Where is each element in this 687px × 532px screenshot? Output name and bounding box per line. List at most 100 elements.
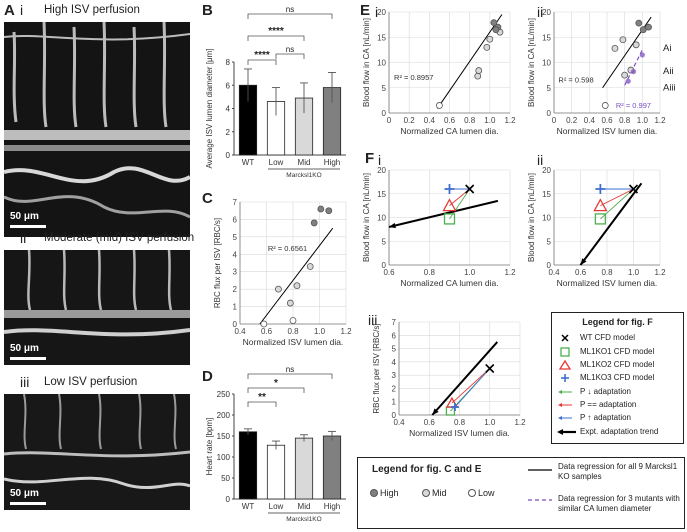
legend-f-item-2: ML1KO2 CFD model	[580, 360, 655, 369]
x-axis-label: Normalized ISV lumen dia.	[243, 337, 344, 347]
x-tick-label: 1.2	[514, 418, 526, 427]
legend-ce-reg-all: Data regression for all 9 Marcksl1 KO sa…	[558, 462, 678, 481]
y-tick-label: 15	[377, 33, 386, 42]
legend-f-item-6: P ↑ adaptation	[580, 413, 632, 422]
y-tick-label: 15	[377, 190, 386, 199]
y-tick-label: 7	[233, 198, 238, 207]
x-tick-label: 1.0	[637, 116, 649, 125]
micrograph-mid	[4, 250, 190, 365]
y-tick-label: 6	[392, 331, 397, 340]
y-tick-label: 20	[377, 166, 386, 175]
panel-f-ii-label: ii	[537, 152, 544, 168]
mutant-label: Aii	[663, 66, 674, 77]
x-tick-label: 0.4	[548, 268, 560, 277]
legend-ce-low: Low	[478, 488, 495, 498]
significance-label: *	[274, 378, 278, 389]
legend-f-title: Legend for fig. F	[582, 317, 653, 327]
marker-ml1ko2	[593, 198, 608, 212]
panel-a-i-label: i	[20, 2, 24, 18]
y-tick-label: 0	[547, 261, 552, 270]
x-tick-label: 0.6	[444, 116, 456, 125]
data-point-mid	[611, 44, 619, 52]
marker-ml1ko2	[442, 198, 457, 212]
significance-label: ns	[286, 5, 294, 14]
panel-d-label: D	[202, 368, 213, 385]
significance-bracket	[275, 53, 305, 59]
x-tick-label: Low	[269, 158, 284, 167]
legend-low-marker	[468, 489, 476, 497]
legend-ko1-icon	[560, 347, 570, 357]
y-tick-label: 10	[542, 214, 551, 223]
regression-line	[436, 14, 503, 109]
data-point-mid	[483, 43, 491, 51]
data-point-high	[490, 19, 498, 27]
x-tick-label: 0.4	[584, 116, 596, 125]
x-tick-label: 0	[552, 116, 557, 125]
chart-b-isv-diameter: 0 2 4 6 8 Average ISV lumen diameter [μm] WT Lo…	[205, 5, 346, 179]
x-tick-label: 1.2	[340, 327, 352, 336]
chart-d-heart-rate: 0 50 100 150 200 250 Heart rate [bpm] WT Low Mid H…	[205, 365, 346, 523]
y-tick-label: 5	[382, 237, 387, 246]
y-tick-label: 10	[377, 214, 386, 223]
data-point-low	[436, 102, 443, 109]
panel-a-ii-title: Moderate (mid) ISV perfusion	[44, 232, 195, 244]
bar-wt	[238, 431, 258, 500]
y-tick-label: 20	[542, 8, 551, 17]
legend-ce-reg-mutants: Data regression for 3 mutants with simil…	[558, 494, 680, 513]
trend-line	[388, 199, 499, 228]
x-tick-label: 1.2	[654, 268, 666, 277]
significance-bracket	[247, 387, 305, 393]
significance-bracket	[247, 59, 277, 65]
panel-a-iii-label: iii	[20, 374, 30, 390]
regression-line	[259, 227, 334, 325]
scale-bar-a-i	[10, 225, 46, 228]
adaptation-arrow-ko3	[454, 368, 491, 408]
legend-f-item-3: ML1KO3 CFD model	[580, 373, 655, 382]
x-tick-label: 0.6	[261, 327, 273, 336]
chart-f-i-cfd-ca: 0 5 10 15 20 0.6 0.8 1.0 1.2 Normalized CA lumen …	[362, 166, 516, 288]
y-tick-label: 2	[392, 384, 397, 393]
data-point-mid	[293, 282, 301, 290]
y-axis-label: RBC flux per ISV [RBC/s]	[372, 323, 381, 413]
marker-wt-b	[465, 184, 475, 194]
micrograph-high	[4, 22, 190, 237]
legend-p-up-icon	[558, 416, 572, 420]
y-tick-label: 15	[542, 190, 551, 199]
scale-text-a-ii: 50 μm	[10, 343, 39, 354]
legend-trend-icon	[557, 429, 576, 435]
y-tick-label: 7	[392, 318, 397, 327]
bar-high	[322, 435, 342, 500]
y-tick-label: 100	[217, 453, 231, 462]
x-tick-label: 1.2	[504, 116, 516, 125]
y-tick-label: 0	[547, 109, 552, 118]
y-axis-label: Average ISV lumen diameter [μm]	[205, 48, 214, 168]
y-tick-label: 200	[217, 411, 231, 420]
legend-fig-f: Legend for fig. F WT CFD model ML1KO1 CF…	[551, 312, 684, 444]
legend-ce-title: Legend for fig. C and E	[372, 464, 482, 475]
legend-mid-marker	[422, 489, 430, 497]
y-tick-label: 5	[233, 233, 238, 242]
panel-f-iii-label: iii	[368, 312, 378, 328]
y-tick-label: 0	[382, 109, 387, 118]
legend-fig-c-e: Legend for fig. C and E High Mid Low Dat…	[357, 457, 685, 529]
scale-text-a-i: 50 μm	[10, 211, 39, 222]
data-point-mid	[306, 263, 314, 270]
mutant-point	[639, 52, 645, 58]
legend-wt-icon	[561, 334, 569, 342]
x-tick-label: 0.2	[566, 116, 578, 125]
trend-line	[579, 182, 643, 266]
y-tick-label: 250	[217, 390, 231, 399]
trend-arrowhead	[432, 408, 439, 415]
adaptation-arrow-ko2	[451, 368, 491, 404]
trend-line	[431, 341, 499, 416]
bar-mid	[294, 437, 314, 500]
y-tick-label: 20	[377, 8, 386, 17]
micrograph-low	[4, 394, 190, 510]
mutant-label: Ai	[663, 43, 671, 54]
r2-label: R² = 0.8957	[394, 73, 433, 82]
panel-e-ii-label: ii	[537, 4, 544, 20]
y-axis-label: Blood flow in CA [nL/min]	[527, 18, 536, 107]
x-tick-label: 0	[387, 116, 392, 125]
